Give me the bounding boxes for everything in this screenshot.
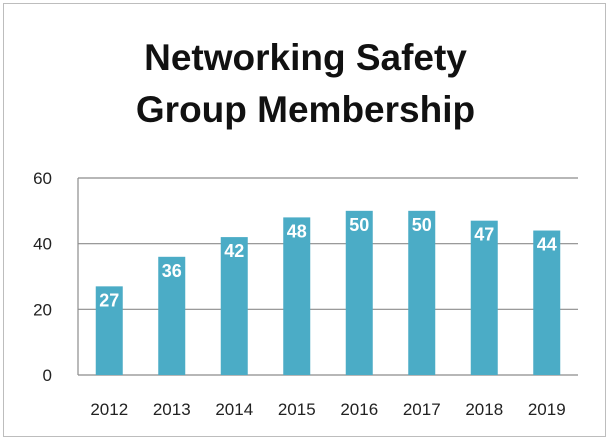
x-tick-label-2013: 2013 bbox=[153, 400, 191, 419]
x-tick-label-2015: 2015 bbox=[278, 400, 316, 419]
x-tick-label-2012: 2012 bbox=[90, 400, 128, 419]
data-label-2014: 42 bbox=[224, 241, 244, 261]
x-tick-label-2017: 2017 bbox=[403, 400, 441, 419]
data-label-2018: 47 bbox=[474, 225, 494, 245]
x-tick-label-2016: 2016 bbox=[340, 400, 378, 419]
y-tick-label-0: 0 bbox=[43, 366, 52, 385]
chart-title-line-1: Networking Safety bbox=[144, 37, 467, 78]
bar-2016 bbox=[345, 210, 373, 375]
bar-2017 bbox=[408, 210, 436, 375]
bar-2014 bbox=[220, 237, 248, 375]
chart-title-line-2: Group Membership bbox=[135, 89, 476, 130]
bar-2013 bbox=[158, 256, 186, 375]
bar-2019 bbox=[533, 230, 561, 375]
data-label-2016: 50 bbox=[349, 215, 369, 235]
x-tick-label-2019: 2019 bbox=[528, 400, 566, 419]
bar-2012 bbox=[95, 286, 123, 375]
chart-title: Networking Safety Group Membership bbox=[0, 32, 611, 136]
data-label-2017: 50 bbox=[412, 215, 432, 235]
x-tick-label-2014: 2014 bbox=[215, 400, 253, 419]
data-label-2015: 48 bbox=[287, 221, 307, 241]
data-label-2013: 36 bbox=[162, 261, 182, 281]
y-tick-label-40: 40 bbox=[33, 235, 52, 254]
y-tick-label-60: 60 bbox=[33, 169, 52, 188]
data-label-2019: 44 bbox=[537, 235, 557, 255]
bar-2018 bbox=[470, 220, 498, 375]
x-tick-label-2018: 2018 bbox=[465, 400, 503, 419]
bar-2015 bbox=[283, 217, 311, 375]
y-tick-label-20: 20 bbox=[33, 300, 52, 319]
data-label-2012: 27 bbox=[99, 290, 119, 310]
